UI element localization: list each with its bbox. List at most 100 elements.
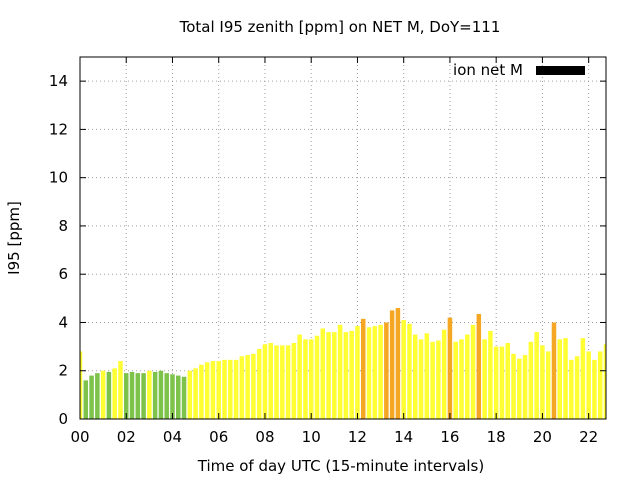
bar <box>83 380 89 419</box>
bar <box>256 349 262 419</box>
x-tick-label: 12 <box>348 428 367 446</box>
bar <box>210 361 216 419</box>
bar <box>557 339 563 419</box>
x-tick-label: 20 <box>533 428 552 446</box>
bar <box>470 324 476 419</box>
bar <box>540 345 545 419</box>
bar <box>476 314 482 419</box>
bar <box>459 339 464 419</box>
bar <box>412 334 418 419</box>
bar <box>129 371 135 419</box>
bar <box>245 355 250 419</box>
bar <box>181 376 187 419</box>
y-tick-label: 0 <box>58 410 68 428</box>
x-tick-label: 10 <box>302 428 321 446</box>
bar <box>326 332 331 419</box>
bar <box>152 371 158 419</box>
bar <box>401 320 406 419</box>
chart-title: Total I95 zenith [ppm] on NET M, DoY=111 <box>179 18 501 36</box>
x-tick-label: 02 <box>117 428 136 446</box>
bar <box>204 362 210 419</box>
bar <box>123 373 129 419</box>
bar <box>280 345 285 419</box>
plot-area-frame <box>79 56 607 420</box>
bar <box>418 339 424 419</box>
bar <box>228 359 233 419</box>
bar <box>170 374 175 419</box>
bar <box>343 332 349 419</box>
bar <box>482 339 487 419</box>
bar <box>493 346 499 419</box>
bar <box>430 341 435 419</box>
bar <box>239 356 245 419</box>
bar <box>389 310 395 419</box>
x-tick-label: 16 <box>440 428 459 446</box>
bar <box>574 356 580 419</box>
bar <box>106 371 112 419</box>
bar <box>545 351 551 419</box>
x-tick-label: 18 <box>487 428 506 446</box>
bar <box>303 339 308 419</box>
bar <box>216 361 221 419</box>
bar <box>378 324 383 419</box>
bar <box>268 342 274 419</box>
bar <box>592 359 597 419</box>
bar <box>251 353 256 419</box>
x-tick-label: 00 <box>70 428 89 446</box>
bar <box>314 335 320 419</box>
bar <box>193 368 198 419</box>
bar <box>297 334 302 419</box>
bar <box>80 351 83 419</box>
bar <box>528 341 534 419</box>
bar <box>384 322 389 419</box>
bar <box>569 359 574 419</box>
bar <box>199 364 204 419</box>
bar <box>586 351 591 419</box>
bar <box>355 326 360 419</box>
bar <box>100 370 106 419</box>
legend-swatch <box>536 66 585 75</box>
y-tick-label: 14 <box>49 72 68 90</box>
bar <box>597 351 603 419</box>
bar <box>580 338 586 419</box>
bar <box>158 370 164 419</box>
x-axis: 00 02 04 06 08 10 12 14 16 18 20 22 <box>70 57 598 446</box>
bar <box>534 332 539 419</box>
bar <box>95 373 100 419</box>
x-axis-label: Time of day UTC (15-minute intervals) <box>197 457 484 475</box>
bar <box>222 359 227 419</box>
bar <box>118 361 123 419</box>
bar <box>332 332 337 419</box>
bar <box>551 322 557 419</box>
x-tick-label: 08 <box>255 428 274 446</box>
bar <box>349 330 354 419</box>
bar <box>274 345 279 419</box>
bar <box>453 341 458 419</box>
bar <box>447 317 453 419</box>
bar <box>522 355 528 419</box>
bar <box>187 370 193 419</box>
legend: ion net M <box>453 61 585 79</box>
bar <box>563 338 568 419</box>
bar <box>89 375 94 419</box>
y-tick-label: 10 <box>49 169 68 187</box>
bar <box>291 342 297 419</box>
bar <box>176 375 181 419</box>
bar <box>233 359 239 419</box>
bar <box>488 330 493 419</box>
bar <box>285 345 291 419</box>
legend-label: ion net M <box>453 61 523 79</box>
bar <box>308 339 314 419</box>
bar <box>505 342 510 419</box>
x-tick-label: 06 <box>209 428 228 446</box>
y-axis-label: I95 [ppm] <box>5 201 23 275</box>
x-tick-label: 14 <box>394 428 413 446</box>
bar <box>164 373 169 419</box>
y-tick-label: 8 <box>58 217 68 235</box>
y-tick-label: 6 <box>58 265 68 283</box>
bar <box>441 329 447 419</box>
bar <box>112 368 117 419</box>
bar <box>465 334 470 419</box>
bar <box>262 344 268 419</box>
